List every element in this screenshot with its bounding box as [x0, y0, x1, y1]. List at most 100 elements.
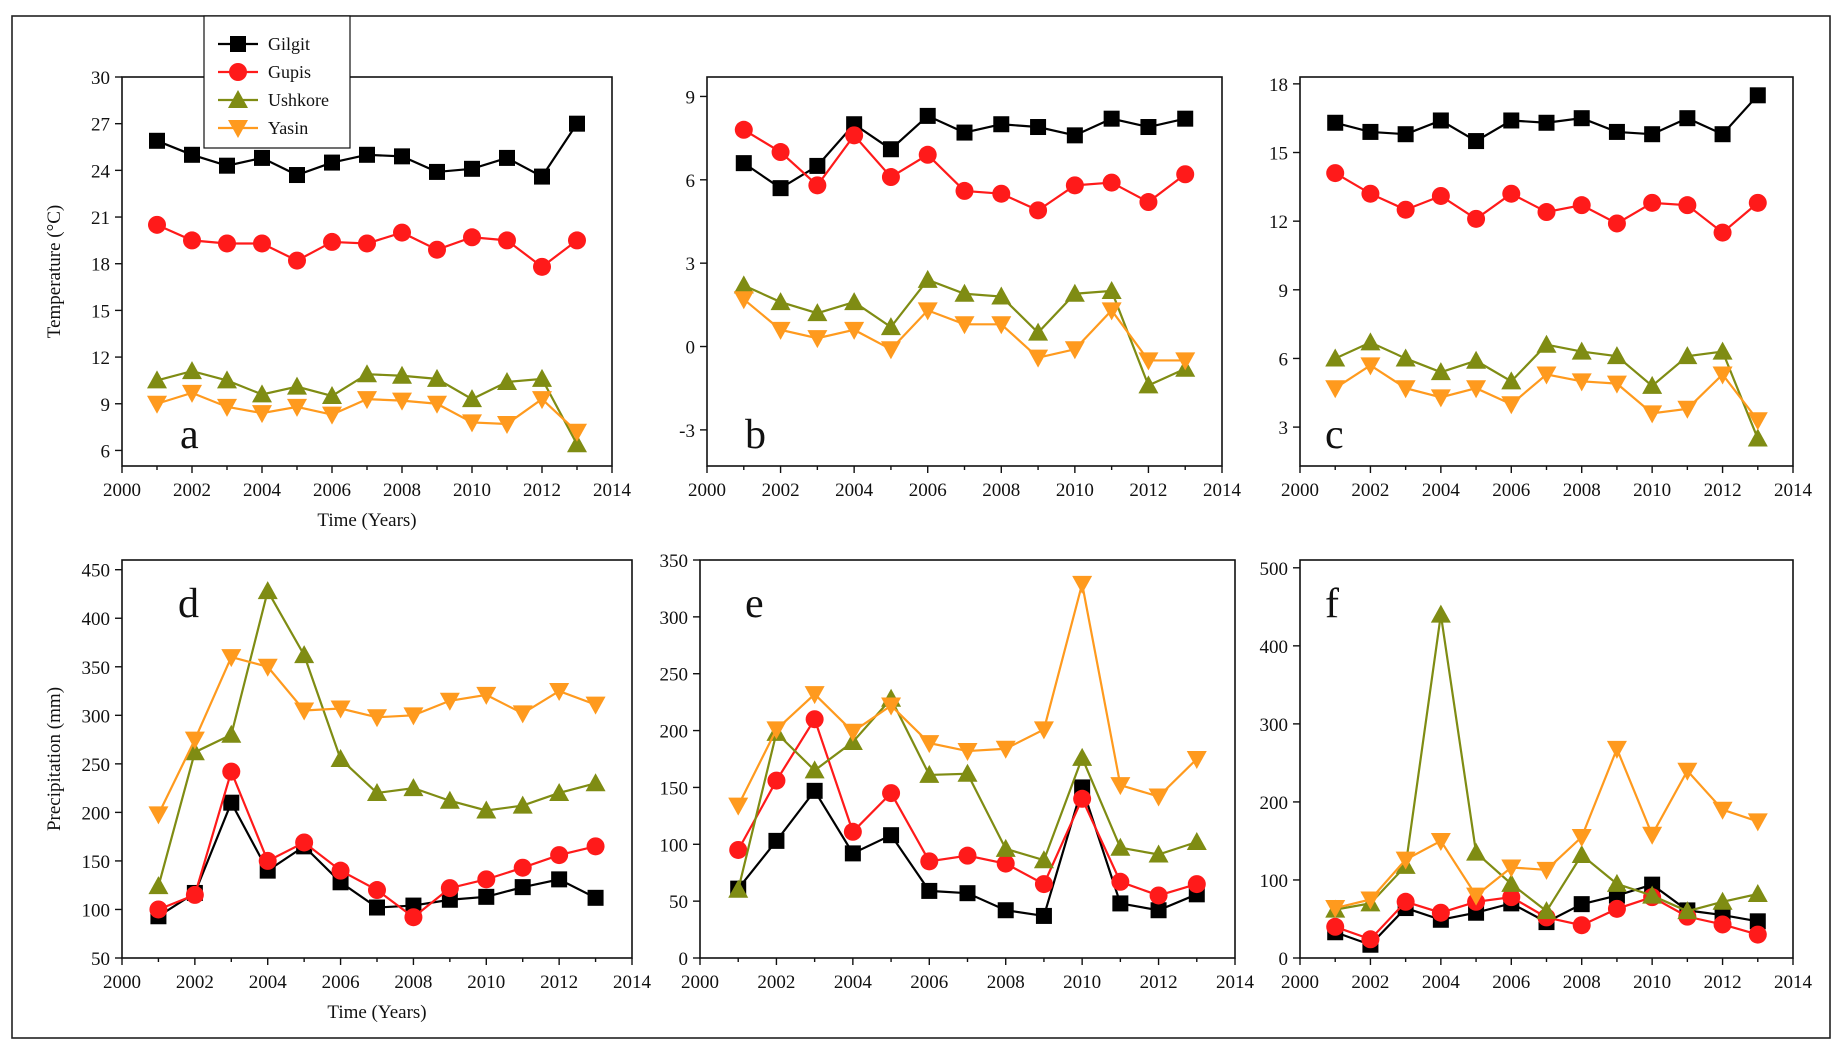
y-tick-label: 15: [1269, 144, 1288, 165]
series-gupis: [734, 120, 1195, 220]
data-point-gilgit: [1035, 907, 1052, 924]
data-point-gupis: [1034, 875, 1053, 894]
data-point-yasin: [1677, 762, 1698, 781]
panel-label: a: [180, 412, 199, 458]
data-point-yasin: [184, 731, 205, 750]
data-point-gupis: [845, 126, 864, 145]
data-point-ushkore: [1501, 371, 1522, 390]
data-point-gupis: [918, 145, 937, 164]
y-axis-title: Precipitation (mm): [44, 687, 65, 831]
data-point-gupis: [1537, 203, 1556, 222]
data-point-gupis: [1502, 184, 1521, 203]
y-tick-label: 350: [82, 658, 111, 679]
data-point-gupis: [1713, 223, 1732, 242]
data-point-yasin: [322, 406, 342, 425]
data-point-ushkore: [148, 876, 169, 895]
data-point-gilgit: [1749, 87, 1766, 104]
data-point-ushkore: [403, 778, 424, 797]
data-point-gilgit: [369, 899, 385, 916]
data-point-ushkore: [1110, 837, 1131, 856]
data-point-gupis: [331, 861, 350, 880]
y-tick-label: 12: [91, 348, 110, 369]
x-tick-label: 2014: [613, 972, 652, 993]
data-point-ushkore: [1138, 375, 1159, 394]
data-point-ushkore: [252, 384, 272, 403]
x-tick-label: 2006: [322, 972, 360, 993]
x-tick-label: 2004: [1422, 972, 1461, 993]
data-point-ushkore: [427, 368, 447, 387]
data-point-gilgit: [1573, 896, 1590, 913]
data-point-gilgit: [324, 154, 340, 171]
data-point-ushkore: [1072, 747, 1093, 766]
x-tick-label: 2006: [910, 972, 948, 993]
legend-marker-yasin: [228, 120, 248, 138]
data-point-gupis: [258, 851, 277, 870]
data-point-gupis: [1361, 184, 1380, 203]
series-gupis: [149, 762, 605, 927]
data-point-yasin: [439, 692, 460, 711]
y-tick-label: 30: [91, 68, 110, 89]
y-tick-label: 0: [686, 338, 696, 359]
data-point-gilgit: [959, 885, 976, 902]
y-tick-label: 0: [679, 949, 689, 970]
data-point-yasin: [1148, 788, 1169, 807]
data-point-ushkore: [770, 292, 791, 311]
data-point-gilgit: [254, 149, 270, 166]
data-point-gupis: [992, 184, 1011, 203]
y-tick-label: 300: [1260, 715, 1289, 736]
data-point-gupis: [1396, 892, 1415, 911]
data-point-yasin: [881, 697, 902, 716]
data-point-ushkore: [549, 782, 570, 801]
x-tick-label: 2000: [103, 480, 141, 501]
data-point-ushkore: [1677, 901, 1698, 920]
data-point-yasin: [844, 321, 865, 340]
y-tick-label: 6: [686, 171, 696, 192]
data-point-ushkore: [1747, 884, 1768, 903]
y-tick-label: 450: [82, 561, 111, 582]
legend: Gilgit Gupis Ushkore Yasin: [203, 15, 351, 149]
data-point-ushkore: [1360, 332, 1381, 351]
chart-panel-b: 2000 2002 2004 2006 2008 2010 2012 2014 -3 0 3 6 9 b: [679, 76, 1242, 501]
y-tick-label: 3: [686, 254, 696, 275]
data-point-gilgit: [1103, 110, 1120, 127]
series-ushkore: [147, 361, 587, 453]
series-gilgit: [735, 107, 1194, 197]
data-point-gupis: [805, 710, 824, 729]
data-point-gupis: [404, 908, 423, 927]
x-tick-label: 2002: [757, 972, 795, 993]
data-point-yasin: [1186, 751, 1207, 769]
data-point-yasin: [257, 658, 278, 677]
data-point-yasin: [1677, 400, 1698, 419]
data-point-yasin: [427, 395, 447, 414]
data-point-yasin: [1325, 900, 1346, 919]
data-point-gilgit: [956, 124, 973, 141]
data-point-gupis: [1713, 915, 1732, 934]
data-point-yasin: [1430, 389, 1451, 408]
data-point-gupis: [295, 833, 314, 852]
data-point-gupis: [1176, 165, 1195, 184]
data-point-yasin: [1430, 832, 1451, 851]
data-point-yasin: [1175, 352, 1196, 371]
series-yasin: [728, 575, 1207, 816]
data-point-gilgit: [1573, 110, 1590, 127]
data-point-ushkore: [1466, 350, 1487, 369]
data-point-gilgit: [806, 782, 823, 799]
data-point-yasin: [1747, 412, 1768, 431]
y-tick-label: 6: [1279, 349, 1289, 370]
y-tick-label: 150: [82, 852, 111, 873]
data-point-gupis: [440, 879, 459, 898]
data-point-gilgit: [499, 149, 515, 166]
data-point-ushkore: [439, 790, 460, 809]
data-point-gupis: [1678, 196, 1697, 215]
data-point-ushkore: [1606, 873, 1627, 892]
data-point-yasin: [462, 414, 482, 433]
data-point-yasin: [1606, 740, 1627, 759]
data-point-ushkore: [733, 275, 754, 294]
data-point-ushkore: [1064, 283, 1085, 302]
panel-label: e: [745, 581, 764, 627]
data-point-yasin: [476, 686, 497, 705]
data-point-gilgit: [997, 902, 1014, 919]
data-point-yasin: [330, 700, 351, 719]
x-tick-label: 2006: [313, 480, 351, 501]
data-point-gilgit: [219, 157, 235, 174]
